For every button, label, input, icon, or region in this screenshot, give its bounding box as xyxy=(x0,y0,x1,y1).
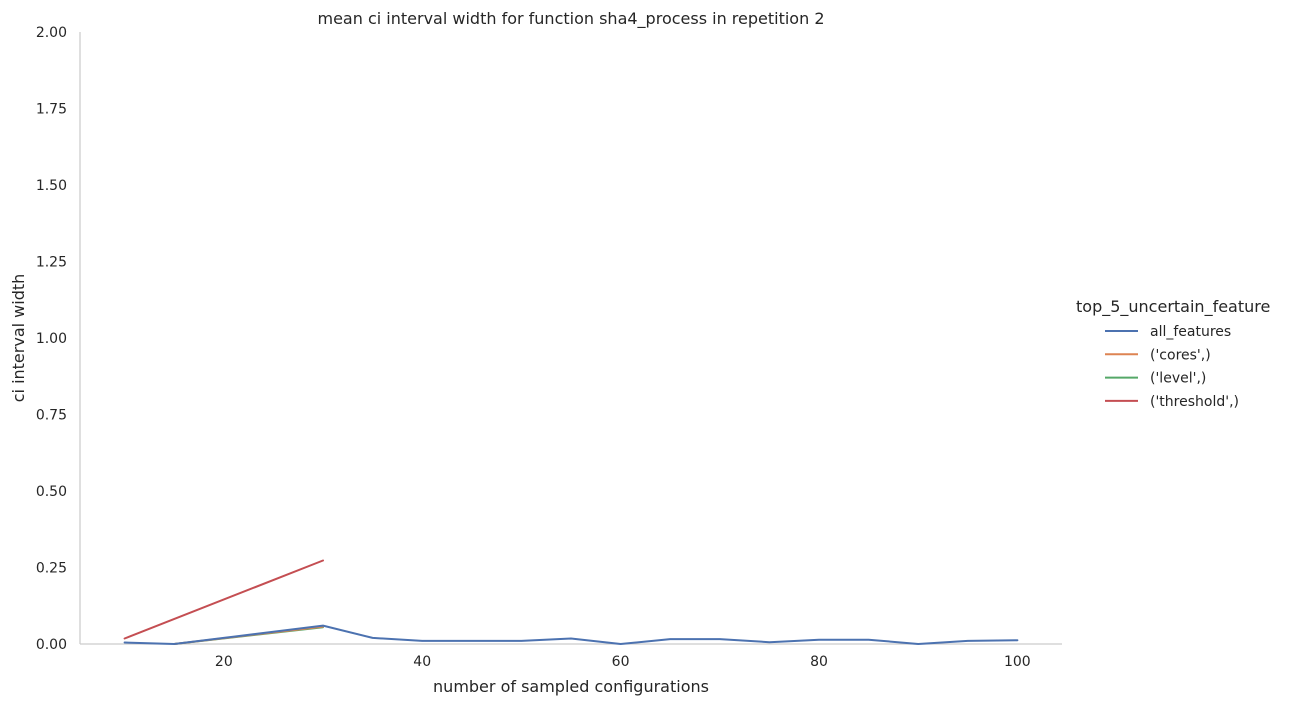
y-tick-labels: 0.00 0.25 0.50 0.75 1.00 1.25 1.50 1.75 2.00 xyxy=(36,25,67,653)
x-tick-label: 80 xyxy=(810,654,828,670)
series-line-3 xyxy=(123,559,324,640)
legend-entry-label: ('cores',) xyxy=(1150,347,1211,363)
legend-title: top_5_uncertain_feature xyxy=(1076,297,1270,317)
y-tick-label: 0.25 xyxy=(36,561,67,577)
y-tick-label: 0.50 xyxy=(36,484,67,500)
x-tick-label: 100 xyxy=(1004,654,1031,670)
x-tick-label: 40 xyxy=(413,654,431,670)
legend-entry-label: ('threshold',) xyxy=(1150,394,1239,410)
x-tick-label: 20 xyxy=(215,654,233,670)
series-line-0 xyxy=(123,624,1019,645)
y-tick-label: 1.00 xyxy=(36,331,67,347)
y-tick-label: 0.75 xyxy=(36,408,67,424)
x-tick-labels: 20 40 60 80 100 xyxy=(215,654,1031,670)
y-tick-label: 1.25 xyxy=(36,255,67,271)
legend: top_5_uncertain_feature all_features ('co… xyxy=(1076,297,1270,410)
chart-title: mean ci interval width for function sha4… xyxy=(318,9,825,29)
plot-area: 0.00 0.25 0.50 0.75 1.00 1.25 1.50 1.75 2.00 20 4… xyxy=(36,25,1062,670)
y-tick-label: 1.75 xyxy=(36,102,67,118)
legend-items: all_features ('cores',) ('level',) ('thresh… xyxy=(1105,324,1239,410)
series-lines xyxy=(123,559,1019,645)
legend-entry-label: all_features xyxy=(1150,324,1231,340)
x-tick-label: 60 xyxy=(612,654,630,670)
x-axis-label: number of sampled configurations xyxy=(433,677,709,696)
y-tick-label: 1.50 xyxy=(36,178,67,194)
legend-entry-label: ('level',) xyxy=(1150,371,1206,387)
y-tick-label: 0.00 xyxy=(36,637,67,653)
y-tick-label: 2.00 xyxy=(36,25,67,41)
y-axis-label: ci interval width xyxy=(9,274,28,403)
